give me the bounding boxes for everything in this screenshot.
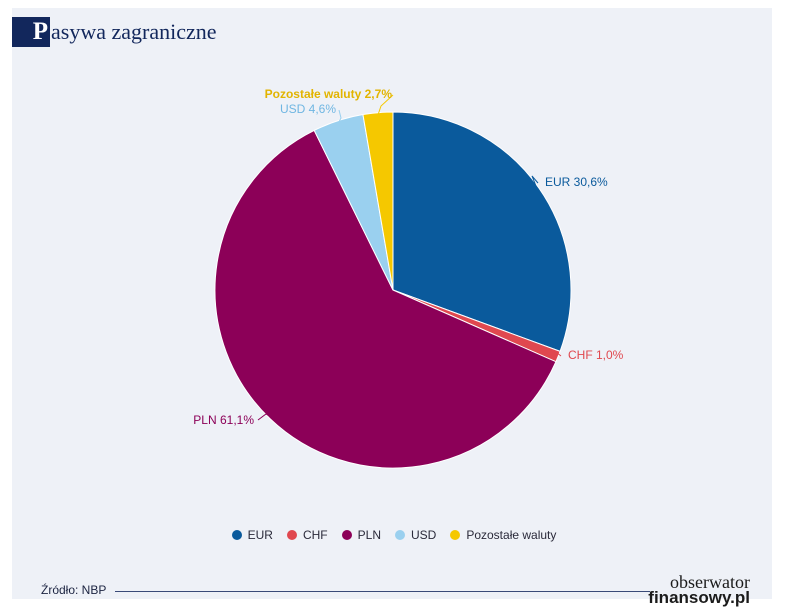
legend-item-usd: USD: [394, 528, 437, 542]
legend-label-usd: USD: [410, 528, 437, 542]
pie-slice-pln: [214, 129, 557, 469]
leader-line-chf: [555, 350, 562, 357]
chart-legend: EUR CHF PLN USD Pozostałe waluty: [0, 528, 788, 542]
data-label-usd: USD 4,6%: [280, 102, 336, 116]
data-label-pln: PLN 61,1%: [193, 413, 254, 427]
legend-label-pln: PLN: [357, 528, 381, 542]
legend-label-pozosta-e-waluty: Pozostałe waluty: [466, 528, 557, 542]
data-label-eur: EUR 30,6%: [545, 175, 608, 189]
legend-item-eur: EUR: [231, 528, 273, 542]
legend-item-pozosta-e-waluty: Pozostałe waluty: [450, 528, 556, 542]
leader-line-eur: [531, 175, 539, 190]
legend-swatch-usd: [394, 530, 405, 540]
legend-swatch-chf: [286, 530, 297, 540]
title-text: asywa zagraniczne: [51, 19, 217, 44]
pie-chart: EUR 30,6% CHF 1,0% PLN 61,1% USD 4,6%Pozost…: [193, 87, 624, 469]
chart-title: P asywa zagraniczne: [12, 17, 217, 47]
pie-slice-pozosta-e-waluty: [362, 111, 394, 291]
legend-label-eur: EUR: [247, 528, 273, 542]
source-note: Źródło: NBP: [41, 583, 107, 597]
source-divider: [115, 591, 650, 592]
legend-swatch-pln: [341, 530, 352, 540]
logo-bottom-text: finansowy.pl: [648, 588, 750, 607]
logo-top-text: obserwator: [670, 572, 750, 592]
title-initial: P: [12, 17, 50, 47]
pie-slice-eur: [392, 111, 572, 352]
leader-line-pozosta-e-waluty: [377, 94, 394, 115]
legend-item-pln: PLN: [341, 528, 381, 542]
legend-swatch-pozosta-e-waluty: [450, 530, 461, 540]
data-label-chf: CHF 1,0%: [568, 348, 624, 362]
legend-item-chf: CHF: [286, 528, 328, 542]
publisher-logo: obserwator finansowy.pl: [648, 572, 750, 607]
data-label-pozosta-e-waluty: Pozostałe waluty 2,7%: [265, 87, 393, 101]
legend-swatch-eur: [231, 530, 242, 540]
leader-line-usd: [338, 109, 342, 123]
legend-label-chf: CHF: [302, 528, 328, 542]
leader-line-pln: [257, 413, 272, 421]
